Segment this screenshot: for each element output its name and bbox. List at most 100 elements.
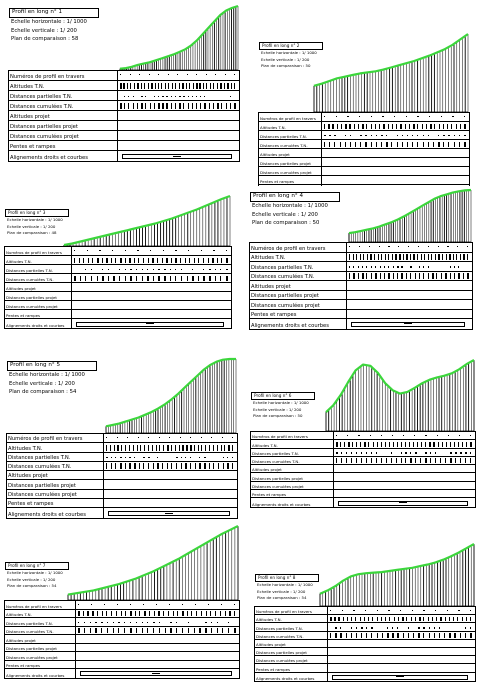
row-data-area	[324, 159, 466, 165]
row-data-area	[106, 472, 234, 478]
value-mark	[129, 257, 131, 263]
value-mark	[101, 628, 103, 633]
value-mark	[396, 141, 398, 147]
column-separator	[75, 652, 76, 660]
value-mark	[182, 444, 184, 451]
value-mark	[324, 123, 325, 129]
value-mark	[383, 266, 386, 268]
station-mark	[447, 435, 449, 437]
value-mark	[187, 102, 190, 109]
value-mark	[401, 135, 404, 137]
value-mark	[143, 463, 145, 470]
table-row: Altitudes T.N.	[5, 609, 239, 618]
column-separator	[346, 281, 347, 290]
profile-title-text: Profil en long n° 4	[253, 193, 304, 199]
station-mark	[99, 250, 101, 252]
value-mark	[192, 82, 195, 89]
row-data-area	[349, 320, 469, 328]
row-label: Distances cumulées projet	[8, 492, 77, 499]
profile-sheet: Profil en long n° 4 Echelle horizontale :…	[249, 186, 473, 330]
value-mark	[220, 269, 222, 271]
row-label: Altitudes T.N.	[10, 84, 45, 90]
station-mark	[330, 610, 332, 612]
table-row: Altitudes projet	[9, 111, 239, 121]
value-mark	[374, 254, 376, 260]
value-mark	[176, 628, 178, 633]
row-data-area	[74, 311, 228, 317]
station-mark	[221, 437, 223, 439]
row-label: Distances cumulées T.N.	[10, 104, 74, 110]
profile-sheet: Profil en long n° 1 Echelle horizontale :…	[8, 2, 240, 162]
value-mark	[381, 254, 383, 260]
value-mark	[212, 444, 214, 451]
value-mark	[436, 273, 438, 279]
value-mark	[226, 275, 228, 281]
value-mark	[350, 633, 353, 638]
value-mark	[461, 441, 463, 447]
value-mark	[397, 616, 399, 622]
alignment-bar	[122, 154, 232, 159]
value-mark	[209, 82, 211, 89]
station-mark	[452, 116, 454, 118]
table-row: Numéros de profil en travers	[5, 247, 231, 256]
station-mark	[117, 604, 119, 606]
column-separator	[75, 643, 76, 651]
value-mark	[83, 628, 86, 633]
column-separator	[117, 131, 118, 140]
value-mark	[449, 273, 452, 279]
value-mark	[375, 135, 377, 137]
profile-sheet: Profil en long n° 6 Echelle horizontale :…	[250, 356, 476, 508]
value-mark	[224, 444, 226, 451]
column-separator	[117, 81, 118, 90]
value-mark	[130, 621, 131, 624]
value-mark	[149, 102, 151, 109]
row-label: Distances partielles T.N.	[256, 625, 303, 631]
value-mark	[349, 273, 350, 279]
value-mark	[174, 102, 176, 109]
column-separator	[333, 448, 334, 456]
value-mark	[366, 123, 368, 129]
value-mark	[350, 627, 352, 629]
value-mark	[448, 616, 451, 622]
table-row: Altitudes T.N.	[255, 615, 475, 624]
terrain-line	[313, 33, 469, 87]
row-label: Distances cumulées T.N.	[6, 277, 54, 282]
row-label: Altitudes T.N.	[8, 445, 43, 452]
value-mark	[370, 123, 373, 129]
value-mark	[147, 628, 149, 633]
value-mark	[406, 141, 409, 147]
value-mark	[111, 611, 113, 616]
table-row: Numéros de profil en travers	[7, 434, 237, 444]
table-row: Distances partielles T.N.	[9, 91, 239, 101]
value-mark	[156, 257, 159, 263]
comparison-plan: Plan de comparaison : 50	[253, 413, 303, 418]
row-data-area	[74, 248, 228, 254]
value-mark	[346, 616, 349, 622]
row-data-area	[330, 633, 472, 638]
value-mark	[124, 463, 126, 470]
value-mark	[124, 621, 126, 624]
value-mark	[412, 135, 414, 137]
value-mark	[199, 82, 201, 89]
value-mark	[185, 456, 187, 459]
column-separator	[333, 481, 334, 490]
value-mark	[433, 627, 435, 629]
value-mark	[162, 463, 163, 470]
row-data-area	[78, 636, 236, 642]
value-mark	[180, 463, 182, 470]
station-mark	[341, 610, 343, 612]
value-mark	[180, 275, 182, 281]
column-separator	[117, 101, 118, 110]
value-mark	[430, 452, 432, 454]
value-mark	[153, 95, 156, 97]
value-mark	[198, 257, 200, 263]
value-mark	[221, 257, 223, 263]
value-mark	[400, 441, 403, 447]
value-mark	[417, 123, 419, 129]
value-mark	[395, 254, 397, 260]
row-label: Altitudes projet	[252, 467, 282, 473]
value-mark	[172, 611, 174, 616]
value-mark	[443, 141, 445, 147]
value-mark	[141, 275, 143, 281]
column-separator	[321, 122, 322, 130]
